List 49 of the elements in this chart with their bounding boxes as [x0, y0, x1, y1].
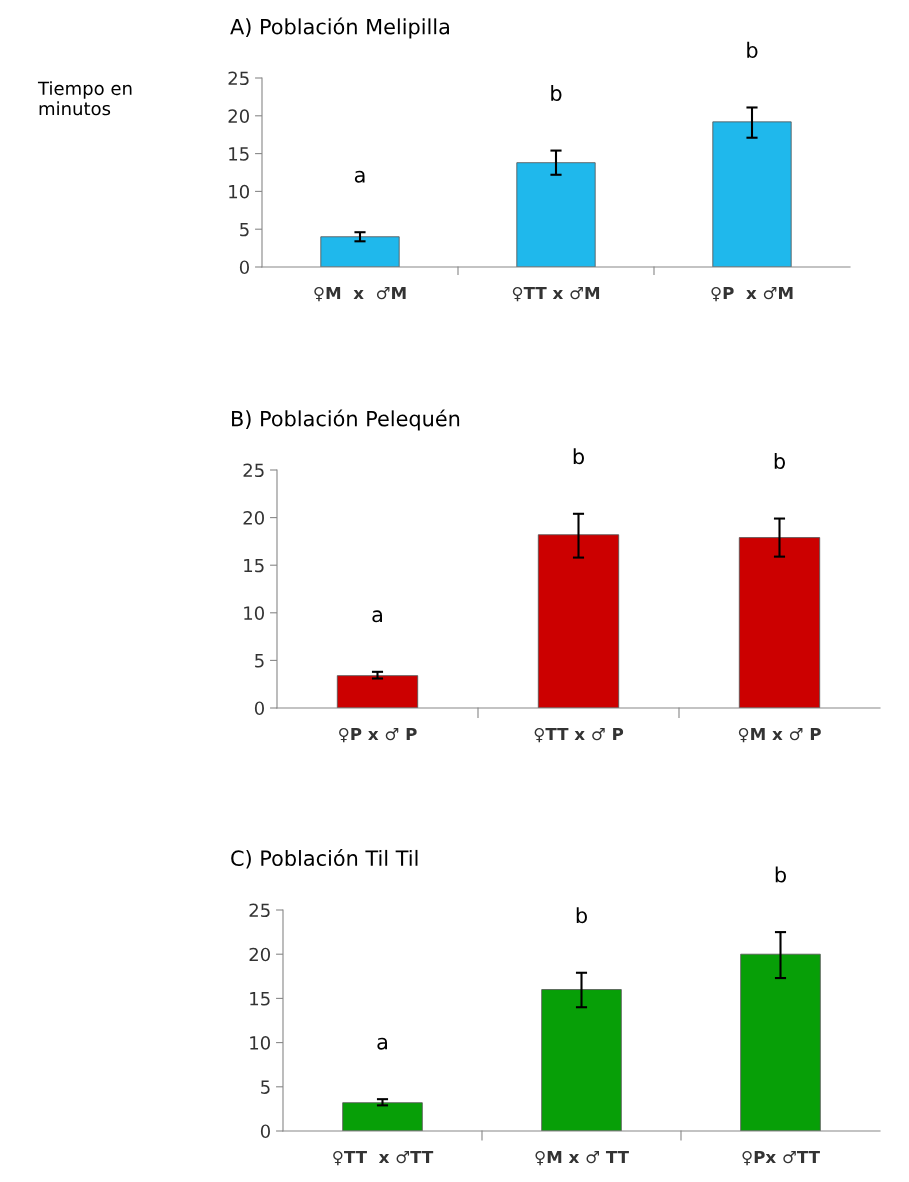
x-tick-label: ♀P x ♂M [711, 286, 793, 302]
x-tick-label: ♀TT x ♂ P [534, 727, 624, 743]
x-tick-label: ♀M x ♂M [314, 286, 406, 302]
text: b [774, 452, 785, 470]
x-tick-label: ♀Px ♂TT [742, 1150, 820, 1166]
y-tick-label: 0 [260, 1124, 270, 1139]
bar [336, 675, 419, 708]
bar [320, 236, 400, 267]
annotation: b [551, 84, 562, 102]
x-tick-label: ♀TT x ♂TT [333, 1150, 434, 1166]
text: b [747, 41, 758, 58]
bar [541, 989, 622, 1131]
bar [342, 1102, 423, 1131]
y-tick-label: 0 [254, 701, 264, 716]
text: b [775, 866, 786, 883]
chart-title: A) Población Melipilla [230, 17, 449, 39]
text: b [573, 448, 584, 465]
y-tick-label: 0 [239, 260, 249, 275]
y-tick-label: 20 [243, 511, 264, 525]
y-tick-label: 25 [243, 463, 264, 478]
y-tick-label: 25 [249, 903, 270, 918]
y-tick-label: 10 [229, 184, 249, 199]
x-tick-label: ♀P x ♂ P [339, 727, 417, 743]
y-tick-label: 20 [249, 947, 270, 962]
y-axis-title: Tiempo en minutos [37, 81, 132, 116]
x-tick-label: ♀M x ♂ TT [535, 1150, 629, 1166]
chart-title: C) Población Til Til [231, 849, 418, 869]
y-tick-label: 10 [244, 606, 264, 620]
chart-title: B) Población Pelequén [232, 409, 460, 431]
y-tick-label: 15 [244, 558, 264, 573]
x-tick-label: ♀M x ♂ P [738, 727, 821, 743]
annotation: b [576, 907, 587, 924]
bar [738, 537, 821, 708]
bar [537, 534, 620, 708]
y-tick-label: 25 [228, 71, 249, 86]
annotation: a [354, 170, 365, 183]
bar [740, 953, 821, 1131]
y-tick-label: 5 [261, 1080, 270, 1094]
y-tick-label: 5 [240, 222, 249, 237]
bar [516, 162, 596, 267]
y-tick-label: 10 [250, 1036, 270, 1050]
y-tick-label: 15 [229, 147, 249, 161]
annotation: a [372, 610, 382, 623]
y-tick-label: 5 [255, 654, 264, 668]
x-tick-label: ♀TT x ♂M [512, 286, 600, 302]
y-tick-label: 20 [228, 109, 249, 123]
y-tick-label: 15 [250, 992, 270, 1006]
annotation: a [377, 1037, 387, 1050]
bar [712, 121, 792, 267]
